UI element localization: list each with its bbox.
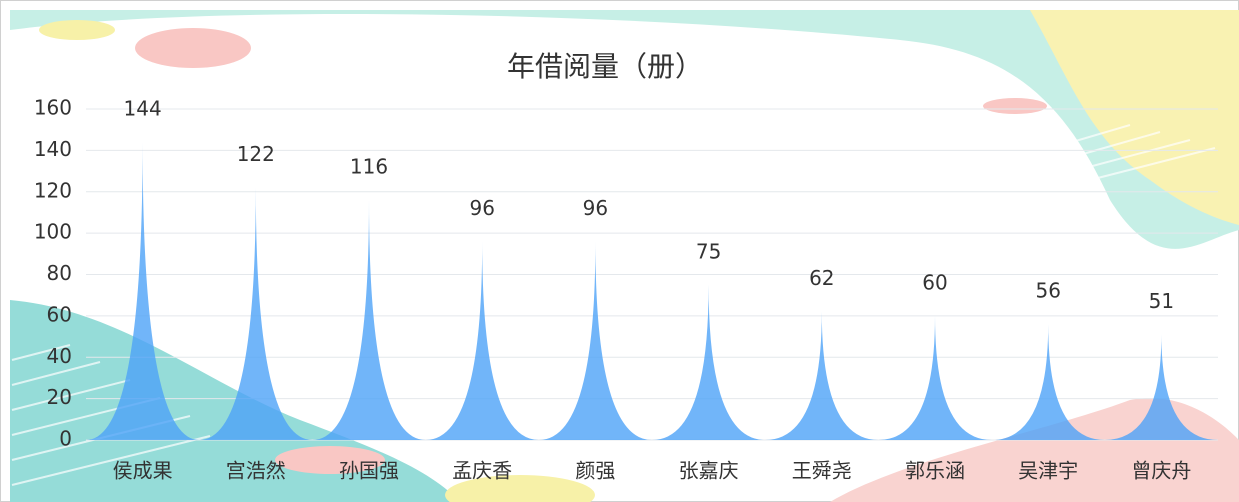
value-label: 51: [1149, 289, 1174, 313]
y-tick-label: 80: [47, 261, 72, 285]
bar: [878, 315, 992, 440]
y-tick-label: 100: [34, 220, 72, 244]
y-tick-label: 0: [59, 427, 72, 451]
bar: [652, 284, 766, 440]
bar: [765, 311, 879, 440]
value-label: 62: [809, 266, 834, 290]
x-tick-label: 颜强: [575, 459, 615, 483]
value-label: 144: [124, 97, 162, 121]
bar: [199, 187, 313, 440]
y-tick-label: 40: [47, 344, 72, 368]
x-tick-label: 孙国强: [339, 459, 399, 483]
value-label: 122: [237, 142, 275, 166]
x-tick-label: 曾庆舟: [1131, 459, 1191, 483]
value-label: 60: [922, 270, 947, 294]
bar: [86, 142, 200, 440]
bar: [538, 241, 652, 440]
value-label: 75: [696, 239, 721, 263]
x-tick-label: 宫浩然: [226, 459, 286, 483]
chart-title: 年借阅量（册）: [507, 50, 703, 83]
value-label: 96: [469, 196, 494, 220]
y-tick-label: 20: [47, 385, 72, 409]
x-tick-label: 侯成果: [113, 459, 173, 483]
bar: [1104, 334, 1218, 440]
value-label: 96: [583, 196, 608, 220]
value-label: 56: [1035, 279, 1060, 303]
bar: [312, 200, 426, 440]
x-tick-label: 郭乐涵: [905, 459, 965, 483]
y-tick-label: 120: [34, 178, 72, 202]
y-tick-label: 160: [34, 96, 72, 120]
bar: [991, 324, 1105, 440]
x-tick-label: 张嘉庆: [679, 459, 739, 483]
bar: [425, 241, 539, 440]
x-tick-label: 王舜尧: [792, 459, 852, 483]
x-tick-label: 吴津宇: [1018, 459, 1078, 483]
y-tick-label: 60: [47, 302, 72, 326]
y-tick-label: 140: [34, 137, 72, 161]
x-tick-label: 孟庆香: [452, 459, 512, 483]
value-label: 116: [350, 155, 388, 179]
